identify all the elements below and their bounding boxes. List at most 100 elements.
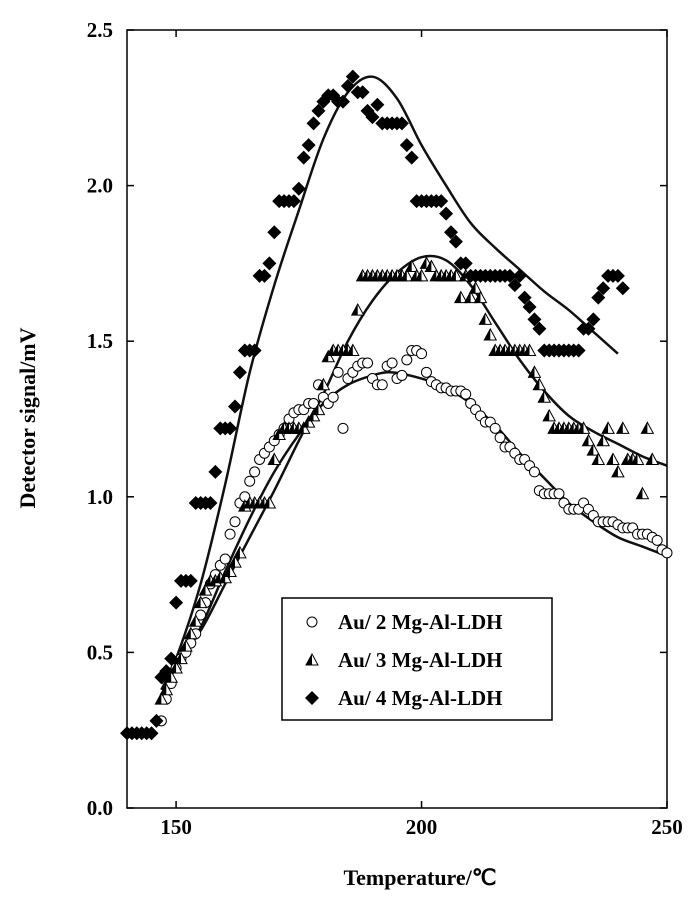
data-point [596, 433, 611, 447]
data-point [424, 259, 439, 273]
data-point [232, 365, 247, 380]
data-point [169, 595, 184, 610]
data-point [159, 682, 174, 696]
data-point [149, 713, 164, 728]
data-point [301, 415, 316, 428]
data-point [386, 357, 398, 369]
data-point [249, 466, 261, 478]
data-point [144, 726, 159, 741]
data-point [601, 421, 615, 434]
data-point [355, 85, 370, 100]
data-point [228, 555, 242, 568]
data-point [449, 268, 463, 282]
data-point [267, 225, 282, 240]
y-axis-title: Detector signal/mV [15, 327, 40, 508]
y-tick-label: 1.0 [87, 485, 113, 509]
data-point [365, 110, 380, 125]
data-point [571, 343, 586, 358]
data-point [316, 377, 331, 391]
data-point [596, 281, 611, 296]
data-point [606, 452, 620, 465]
data-point [420, 366, 432, 378]
data-point [262, 256, 277, 271]
data-point [336, 94, 350, 109]
data-point [586, 312, 601, 327]
data-point [306, 408, 321, 422]
data-point [581, 433, 596, 447]
data-point [198, 583, 213, 596]
data-point [272, 427, 287, 441]
data-point [159, 664, 174, 679]
data-point [267, 452, 282, 465]
data-point [188, 614, 203, 627]
data-point [296, 421, 311, 434]
legend-label-1: Au/ 2 Mg-Al-LDH [338, 610, 503, 634]
series-3 [120, 69, 630, 741]
data-point [183, 573, 198, 588]
data-point [404, 259, 419, 273]
data-point [448, 234, 463, 249]
series-1 [155, 345, 673, 727]
data-point [517, 290, 532, 305]
data-point [311, 402, 326, 416]
data-point [224, 528, 236, 540]
data-point [327, 391, 339, 403]
data-point [542, 408, 557, 422]
data-point [311, 103, 326, 118]
data-point [444, 225, 458, 240]
x-tick-label: 250 [651, 815, 683, 839]
data-point [439, 206, 454, 221]
data-point [399, 138, 414, 153]
data-point [537, 390, 552, 403]
data-point [611, 464, 625, 478]
legend: Au/ 2 Mg-Al-LDH Au/ 3 Mg-Al-LDH Au/ 4 Mg-A… [281, 597, 553, 721]
data-point [399, 268, 414, 282]
data-point [183, 626, 198, 640]
data-point [522, 343, 537, 357]
data-point [174, 651, 188, 665]
data-point [478, 312, 493, 325]
data-point [635, 486, 650, 500]
data-point [394, 116, 409, 131]
data-point [460, 388, 472, 400]
data-point [340, 79, 355, 94]
data-point [164, 651, 179, 666]
y-tick-label: 1.5 [87, 329, 113, 353]
data-point [301, 138, 316, 153]
data-point [522, 299, 537, 314]
data-point [193, 595, 208, 609]
data-point [376, 379, 388, 391]
legend-marker-2 [305, 652, 319, 666]
data-point [396, 369, 408, 381]
data-point [401, 354, 413, 366]
data-point [228, 399, 242, 414]
data-point [434, 194, 449, 209]
data-point [179, 639, 193, 652]
data-point [370, 97, 385, 112]
plot-area [120, 29, 673, 809]
data-point [458, 256, 473, 271]
data-point [223, 564, 237, 577]
data-point [483, 327, 498, 341]
data-point [532, 377, 547, 391]
data-point [489, 422, 501, 434]
y-axis: 0.0 0.5 1.0 1.5 2.0 2.5 [87, 18, 667, 820]
x-axis-title: Temperature/℃ [343, 865, 496, 890]
data-point [576, 421, 591, 434]
data-point [640, 421, 655, 434]
data-point [528, 466, 540, 478]
data-point [229, 516, 241, 528]
data-point [416, 348, 428, 360]
data-point [218, 570, 233, 584]
data-point [154, 692, 169, 705]
data-point [291, 181, 306, 196]
legend-label-2: Au/ 3 Mg-Al-LDH [338, 648, 503, 672]
data-point [661, 547, 673, 559]
data-point [321, 349, 336, 363]
data-point [512, 268, 527, 283]
data-point [203, 496, 218, 511]
legend-marker-3 [305, 691, 319, 705]
data-point [306, 116, 321, 131]
data-point [362, 357, 374, 369]
